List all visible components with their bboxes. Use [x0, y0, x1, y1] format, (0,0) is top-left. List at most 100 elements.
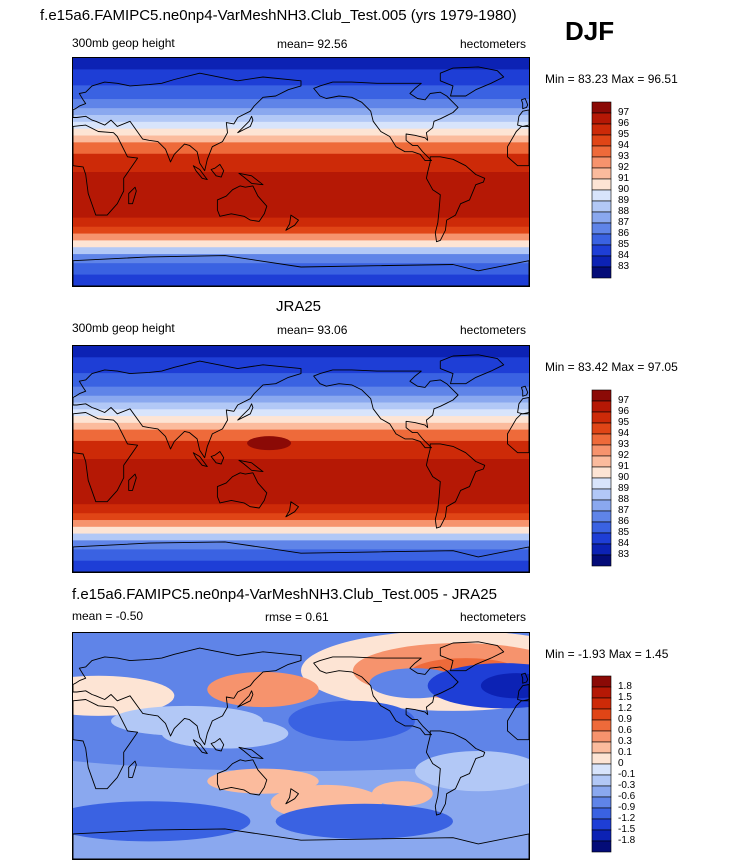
- coastline: [216, 472, 268, 509]
- contour-band: [73, 373, 529, 388]
- contour-band: [73, 153, 529, 173]
- contour-band: [73, 85, 529, 100]
- panel-3-map: [72, 632, 530, 860]
- contour-band: [73, 142, 529, 155]
- contour-band: [73, 233, 529, 241]
- contour-band: [73, 346, 529, 358]
- colorbar-swatch: [591, 675, 612, 688]
- colorbar-tick-label: 94: [618, 140, 630, 151]
- colorbar-tick-label: -0.9: [618, 802, 636, 813]
- contour-band: [73, 274, 529, 286]
- colorbar-swatch: [591, 697, 612, 710]
- colorbar-swatch: [591, 730, 612, 743]
- colorbar-tick-label: -1.8: [618, 835, 636, 846]
- panel-1-map: [72, 57, 530, 287]
- coastline: [128, 186, 137, 205]
- coastline: [520, 672, 529, 684]
- colorbar-tick-label: 90: [618, 472, 630, 483]
- contour-band: [73, 416, 529, 424]
- colorbar-tick-label: 86: [618, 516, 630, 527]
- colorbar-swatches: [591, 675, 612, 853]
- contour-band: [73, 429, 529, 442]
- coastline: [439, 354, 505, 385]
- colorbar-tick-label: 87: [618, 217, 630, 228]
- colorbar-tick-label: 87: [618, 505, 630, 516]
- colorbar-swatch: [591, 840, 612, 853]
- coastline: [210, 163, 225, 178]
- colorbar-tick-label: 85: [618, 527, 630, 538]
- colorbar-swatch: [591, 532, 612, 545]
- contour-band: [73, 172, 529, 200]
- colorbar-tick-label: 97: [618, 395, 630, 406]
- colorbar-tick-label: 1.8: [618, 681, 632, 692]
- coastline: [285, 501, 299, 518]
- panel-1-left-label: 300mb geop height: [72, 36, 175, 50]
- coastline: [313, 369, 459, 449]
- panel-3-title: f.e15a6.FAMIPC5.ne0np4-VarMeshNH3.Club_T…: [72, 586, 497, 603]
- colorbar-swatch: [591, 167, 612, 180]
- colorbar-swatch: [591, 785, 612, 798]
- panel-2-units: hectometers: [460, 323, 527, 337]
- contour-band: [73, 121, 529, 130]
- colorbar-swatch: [591, 389, 612, 402]
- coastline: [507, 700, 529, 741]
- colorbar-tick-label: -0.6: [618, 791, 636, 802]
- colorbar-swatch: [591, 222, 612, 235]
- panel-3-colorbar: 1.8 1.5 1.2 0.9 0.6 0.3 0.1 0 -0.1 -0.3 -0.6 -0.9 -1…: [591, 675, 635, 858]
- colorbar-swatch: [591, 211, 612, 224]
- contour-band: [73, 217, 529, 228]
- colorbar-swatch: [591, 807, 612, 820]
- coastline: [517, 109, 529, 127]
- coastline: [73, 72, 302, 172]
- coastline: [237, 115, 254, 134]
- coastline: [128, 760, 137, 778]
- colorbar-swatch: [591, 244, 612, 257]
- contour-region: [207, 768, 319, 794]
- contour-band: [73, 128, 529, 137]
- contour-region: [207, 671, 319, 708]
- colorbar-swatch: [591, 554, 612, 567]
- coastline: [210, 738, 225, 752]
- coastline: [238, 459, 264, 473]
- colorbar-swatch: [591, 488, 612, 501]
- panel-2-colorbar: 97 96 95 94 93 92 91 90 89 88 87 86 85 84 83: [591, 389, 629, 572]
- panel-3-units: hectometers: [460, 610, 527, 624]
- coastline: [73, 541, 529, 572]
- colorbar-tick-label: 89: [618, 195, 630, 206]
- colorbar-swatch: [591, 444, 612, 457]
- colorbar-swatches: [591, 101, 612, 279]
- season-label: DJF: [565, 16, 615, 46]
- coastline: [520, 98, 529, 110]
- colorbar-tick-label: 90: [618, 184, 630, 195]
- coastline: [313, 656, 459, 736]
- contour-band: [73, 386, 529, 397]
- contour-band: [73, 108, 529, 116]
- contour-region: [480, 673, 529, 699]
- colorbar-swatch: [591, 200, 612, 213]
- colorbar-tick-label: 91: [618, 173, 630, 184]
- colorbar-swatch: [591, 123, 612, 136]
- colorbar-swatch: [591, 686, 612, 699]
- contour-max-region: [247, 436, 292, 451]
- colorbar-tick-label: 84: [618, 250, 630, 261]
- colorbar-swatch: [591, 521, 612, 534]
- panel-2-left-label: 300mb geop height: [72, 321, 175, 335]
- contour-band: [73, 247, 529, 255]
- contour-band: [73, 486, 529, 505]
- panel-1-minmax: Min = 83.23 Max = 96.51: [545, 72, 678, 86]
- colorbar-tick-label: 0.9: [618, 714, 632, 725]
- colorbar-tick-label: 92: [618, 162, 630, 173]
- coastline: [285, 214, 299, 231]
- colorbar-swatch: [591, 466, 612, 479]
- colorbar-swatch: [591, 189, 612, 202]
- coastline: [238, 172, 264, 186]
- colorbar-tick-label: 93: [618, 151, 630, 162]
- colorbar-swatch: [591, 411, 612, 424]
- contour-region: [275, 803, 453, 839]
- colorbar-tick-label: 0.1: [618, 747, 632, 758]
- colorbar-swatch: [591, 112, 612, 125]
- colorbar-swatch: [591, 543, 612, 556]
- colorbar-swatch: [591, 101, 612, 114]
- panel-1-mean: mean= 92.56: [277, 37, 348, 51]
- colorbar-swatch: [591, 145, 612, 158]
